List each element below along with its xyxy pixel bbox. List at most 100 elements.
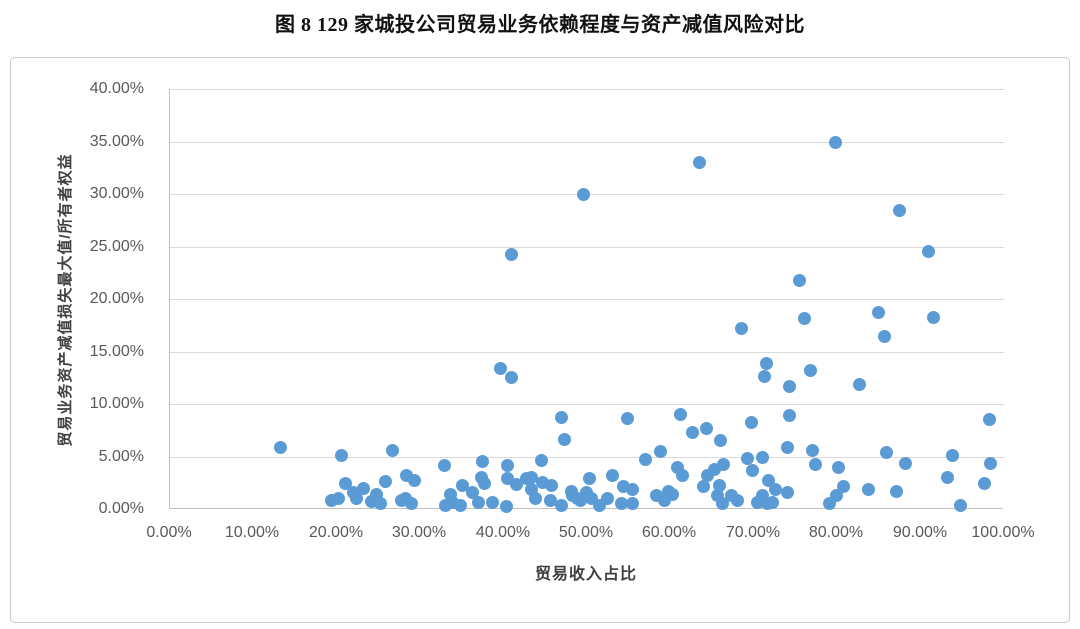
scatter-point bbox=[768, 482, 782, 496]
scatter-point bbox=[675, 468, 689, 482]
scatter-point bbox=[477, 477, 491, 491]
scatter-point bbox=[693, 156, 707, 169]
scatter-point bbox=[793, 273, 807, 287]
scatter-point bbox=[758, 370, 772, 384]
y-tick-label: 15.00% bbox=[89, 343, 144, 360]
y-tick-label: 25.00% bbox=[89, 238, 144, 255]
scatter-point bbox=[984, 457, 998, 471]
scatter-point bbox=[466, 485, 480, 499]
scatter-point bbox=[809, 458, 823, 472]
scatter-point bbox=[486, 496, 500, 510]
x-axis-title: 贸易收入占比 bbox=[534, 566, 637, 583]
y-tick-label: 0.00% bbox=[98, 500, 144, 517]
scatter-point bbox=[766, 496, 780, 510]
y-tick-label: 5.00% bbox=[98, 448, 144, 465]
scatter-point bbox=[493, 361, 507, 375]
x-tick-label: 60.00% bbox=[641, 524, 697, 541]
scatter-point bbox=[407, 474, 421, 488]
scatter-point bbox=[862, 482, 876, 496]
scatter-point bbox=[504, 371, 518, 385]
x-tick-label: 90.00% bbox=[892, 524, 948, 541]
scatter-point bbox=[899, 457, 913, 471]
scatter-point bbox=[350, 492, 364, 505]
scatter-point bbox=[601, 492, 615, 505]
scatter-point bbox=[335, 448, 349, 462]
scatter-point bbox=[700, 468, 714, 482]
scatter-point bbox=[740, 452, 754, 466]
scatter-point bbox=[554, 499, 568, 513]
scatter-point bbox=[456, 479, 470, 493]
y-tick-label: 20.00% bbox=[89, 290, 144, 307]
y-gridline bbox=[170, 457, 1004, 458]
scatter-point bbox=[780, 485, 794, 499]
x-tick-label: 10.00% bbox=[224, 524, 280, 541]
scatter-point bbox=[557, 433, 571, 447]
scatter-point bbox=[872, 306, 886, 320]
scatter-point bbox=[378, 475, 392, 489]
scatter-point bbox=[715, 497, 729, 511]
y-tick-label: 35.00% bbox=[89, 133, 144, 150]
scatter-point bbox=[831, 460, 845, 474]
scatter-point bbox=[653, 444, 667, 458]
scatter-point bbox=[756, 451, 770, 465]
scatter-point bbox=[673, 408, 687, 421]
scatter-point bbox=[453, 499, 467, 513]
scatter-point bbox=[745, 463, 759, 477]
scatter-point bbox=[554, 411, 568, 425]
x-tick-label: 70.00% bbox=[725, 524, 781, 541]
scatter-point bbox=[731, 494, 745, 508]
scatter-point bbox=[534, 454, 548, 468]
scatter-point bbox=[940, 471, 954, 484]
scatter-point bbox=[625, 497, 639, 511]
scatter-point bbox=[978, 477, 992, 491]
scatter-point bbox=[437, 459, 451, 473]
scatter-point bbox=[666, 487, 680, 501]
scatter-point bbox=[759, 356, 773, 370]
scatter-point bbox=[685, 425, 699, 439]
scatter-point bbox=[638, 453, 652, 467]
scatter-point bbox=[356, 481, 370, 495]
scatter-point bbox=[805, 443, 819, 457]
scatter-point bbox=[783, 379, 797, 393]
scatter-point bbox=[626, 482, 640, 496]
scatter-point bbox=[536, 476, 550, 490]
scatter-point bbox=[954, 499, 968, 513]
x-tick-label: 50.00% bbox=[558, 524, 614, 541]
scatter-point bbox=[509, 478, 523, 492]
x-tick-label: 0.00% bbox=[146, 524, 192, 541]
scatter-point bbox=[577, 187, 591, 201]
x-tick-label: 100.00% bbox=[971, 524, 1035, 541]
scatter-point bbox=[373, 497, 387, 511]
y-tick-label: 40.00% bbox=[89, 80, 144, 97]
x-tick-label: 40.00% bbox=[475, 524, 531, 541]
scatter-point bbox=[983, 413, 997, 427]
scatter-point bbox=[583, 472, 596, 486]
chart-card: 贸易业务资产减值损失最大值/所有者权益 贸易收入占比 40.00% 35.00% 3… bbox=[10, 57, 1070, 623]
y-tick-label: 30.00% bbox=[89, 185, 144, 202]
scatter-point bbox=[404, 497, 418, 511]
scatter-point bbox=[893, 204, 907, 218]
scatter-point bbox=[713, 434, 727, 448]
scatter-point bbox=[620, 412, 634, 426]
y-gridline bbox=[170, 142, 1004, 143]
scatter-point bbox=[476, 455, 490, 469]
x-tick-label: 80.00% bbox=[808, 524, 864, 541]
scatter-point bbox=[879, 445, 893, 459]
scatter-point bbox=[717, 458, 731, 472]
scatter-point bbox=[889, 484, 903, 498]
scatter-point bbox=[927, 311, 941, 325]
scatter-point bbox=[804, 363, 817, 377]
plot-area bbox=[169, 89, 1004, 514]
scatter-point bbox=[505, 248, 519, 262]
scatter-point bbox=[528, 492, 542, 505]
y-gridline bbox=[170, 299, 1004, 300]
y-gridline bbox=[170, 404, 1004, 405]
scatter-point bbox=[573, 494, 587, 508]
y-gridline bbox=[170, 89, 1004, 90]
scatter-point bbox=[783, 409, 797, 423]
scatter-point bbox=[697, 480, 711, 494]
scatter-point bbox=[519, 472, 533, 486]
scatter-point bbox=[734, 321, 748, 335]
scatter-point bbox=[331, 492, 345, 505]
scatter-point bbox=[744, 416, 758, 430]
